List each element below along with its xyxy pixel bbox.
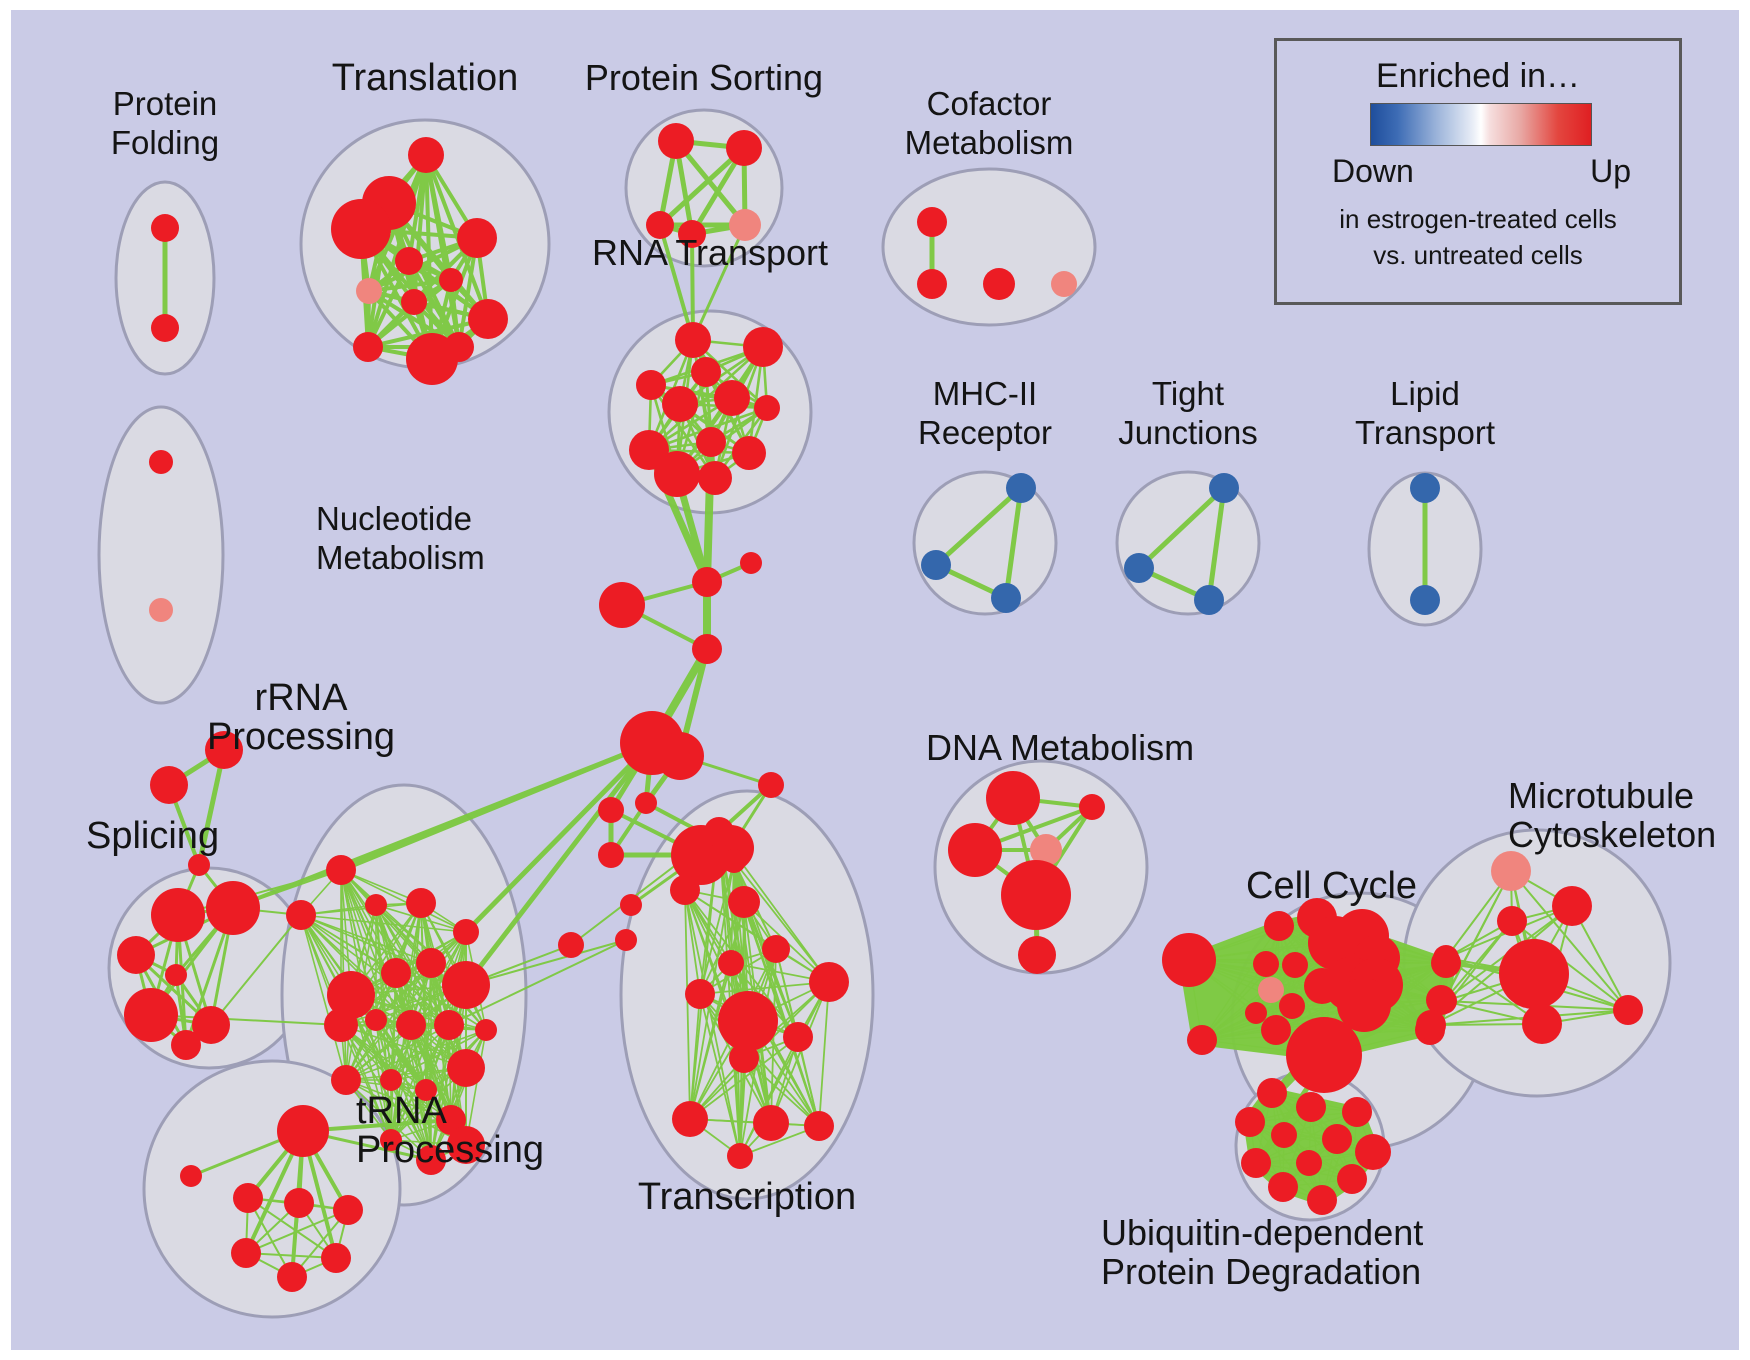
svg-text:Protein Sorting: Protein Sorting <box>585 57 823 98</box>
svg-text:Cell Cycle: Cell Cycle <box>1246 865 1417 907</box>
svg-text:DNA Metabolism: DNA Metabolism <box>926 727 1194 768</box>
svg-text:Translation: Translation <box>332 57 519 99</box>
svg-text:Splicing: Splicing <box>86 815 219 857</box>
svg-text:Transcription: Transcription <box>638 1176 856 1218</box>
svg-text:RNA Transport: RNA Transport <box>592 232 828 273</box>
